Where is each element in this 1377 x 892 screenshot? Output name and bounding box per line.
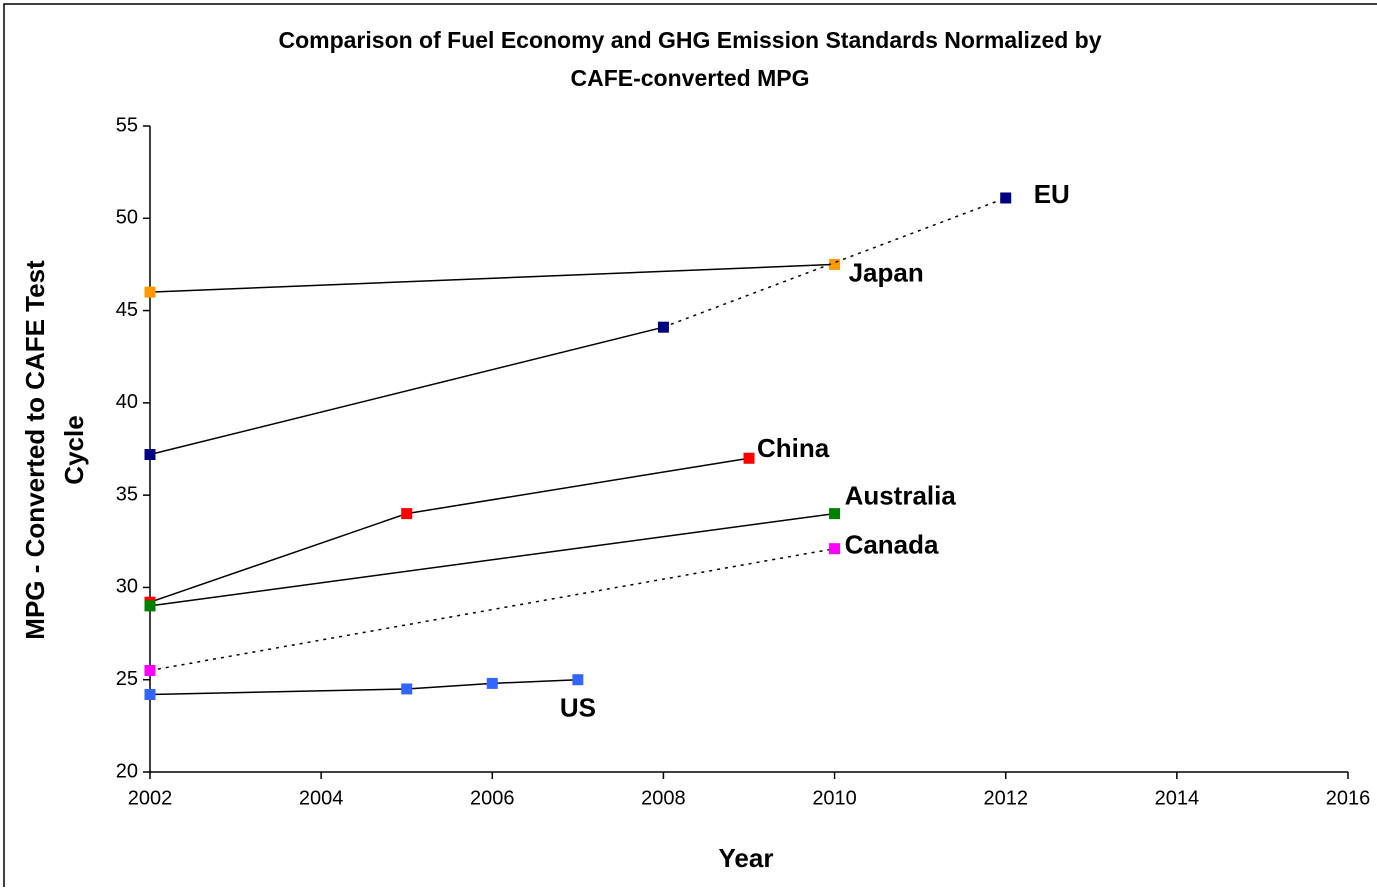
data-point <box>401 683 413 695</box>
line-segment <box>149 512 407 603</box>
line-segment <box>149 688 407 696</box>
data-point <box>144 600 156 612</box>
x-tick-label: 2016 <box>1326 787 1371 809</box>
data-point <box>1000 192 1012 204</box>
y-tick-label: 40 <box>116 391 138 413</box>
data-point <box>401 508 413 520</box>
data-point <box>657 321 669 333</box>
x-tick-label: 2006 <box>470 787 515 809</box>
data-point <box>144 286 156 298</box>
line-segment <box>663 197 1006 328</box>
data-point <box>829 258 841 270</box>
data-point <box>486 677 498 689</box>
data-point <box>144 664 156 676</box>
line-segment <box>406 682 493 690</box>
line-segment <box>492 678 578 685</box>
x-tick-label: 2014 <box>1155 787 1200 809</box>
y-tick-label: 35 <box>116 483 138 505</box>
y-tick-label: 30 <box>116 576 138 598</box>
series-label: Japan <box>849 257 924 287</box>
line-segment <box>149 512 835 607</box>
y-tick-label: 45 <box>116 299 138 321</box>
y-tick-label: 25 <box>116 668 138 690</box>
chart-border <box>3 3 1377 892</box>
data-point <box>144 449 156 461</box>
y-axis-title: MPG - Converted to CAFE Test <box>20 260 50 640</box>
x-tick-label: 2002 <box>128 787 173 809</box>
line-segment <box>149 326 664 456</box>
x-axis-title: Year <box>719 843 774 873</box>
y-tick-label: 55 <box>116 114 138 136</box>
series-label: EU <box>1034 179 1070 209</box>
line-segment <box>406 457 750 515</box>
series-label: China <box>757 433 830 463</box>
data-point <box>743 452 755 464</box>
y-tick-label: 50 <box>116 207 138 229</box>
chart-title: Comparison of Fuel Economy and GHG Emiss… <box>278 27 1101 53</box>
series-label: US <box>560 693 596 723</box>
data-point <box>144 688 156 700</box>
series-label: Australia <box>845 480 957 510</box>
y-axis-title: Cycle <box>59 415 89 484</box>
y-tick-label: 20 <box>116 760 138 782</box>
data-point <box>829 543 841 555</box>
x-tick-label: 2012 <box>983 787 1028 809</box>
chart-title: CAFE-converted MPG <box>571 65 810 91</box>
x-tick-label: 2008 <box>641 787 686 809</box>
x-tick-label: 2004 <box>299 787 344 809</box>
data-point <box>572 674 584 686</box>
data-point <box>829 508 841 520</box>
line-segment <box>149 263 835 293</box>
x-tick-label: 2010 <box>812 787 857 809</box>
series-label: Canada <box>845 530 939 560</box>
